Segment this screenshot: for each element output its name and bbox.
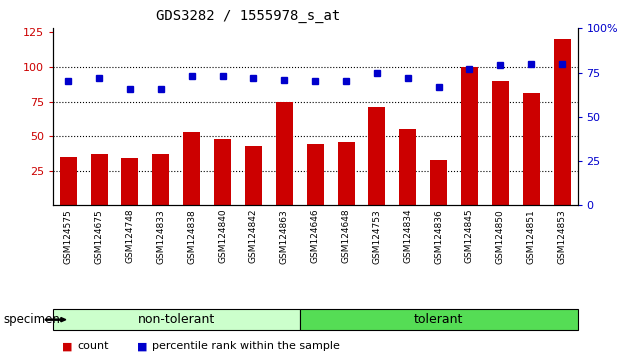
Bar [461, 67, 478, 205]
Text: GSM124842: GSM124842 [249, 209, 258, 263]
Text: GDS3282 / 1555978_s_at: GDS3282 / 1555978_s_at [156, 9, 340, 23]
Bar [122, 158, 138, 205]
Bar [338, 142, 355, 205]
Text: specimen: specimen [3, 313, 60, 326]
Text: GSM124863: GSM124863 [280, 209, 289, 264]
Text: GSM124648: GSM124648 [342, 209, 350, 263]
Bar [399, 129, 416, 205]
Text: GSM124850: GSM124850 [496, 209, 505, 264]
Bar [553, 39, 571, 205]
Text: GSM124833: GSM124833 [156, 209, 165, 264]
Text: GSM124836: GSM124836 [434, 209, 443, 264]
Text: ■: ■ [137, 341, 147, 351]
Text: GSM124834: GSM124834 [403, 209, 412, 263]
Text: GSM124853: GSM124853 [558, 209, 566, 264]
Bar [430, 160, 447, 205]
Text: non-tolerant: non-tolerant [138, 313, 215, 326]
Text: GSM124675: GSM124675 [94, 209, 104, 264]
Text: percentile rank within the sample: percentile rank within the sample [152, 341, 340, 351]
Bar [152, 154, 170, 205]
Text: GSM124753: GSM124753 [373, 209, 381, 264]
Text: GSM124646: GSM124646 [310, 209, 320, 263]
Text: count: count [78, 341, 109, 351]
Text: GSM124575: GSM124575 [64, 209, 73, 264]
Bar [368, 107, 386, 205]
Text: GSM124748: GSM124748 [125, 209, 135, 263]
Bar [60, 157, 77, 205]
Text: GSM124851: GSM124851 [527, 209, 536, 264]
Text: GSM124845: GSM124845 [465, 209, 474, 263]
Bar [523, 93, 540, 205]
Bar [91, 154, 107, 205]
Bar [492, 81, 509, 205]
Bar [307, 144, 324, 205]
Text: tolerant: tolerant [414, 313, 463, 326]
Bar [214, 139, 231, 205]
Text: ■: ■ [62, 341, 73, 351]
Text: GSM124840: GSM124840 [218, 209, 227, 263]
Bar [245, 146, 262, 205]
Text: GSM124838: GSM124838 [187, 209, 196, 264]
Bar [183, 132, 200, 205]
Bar [276, 102, 292, 205]
